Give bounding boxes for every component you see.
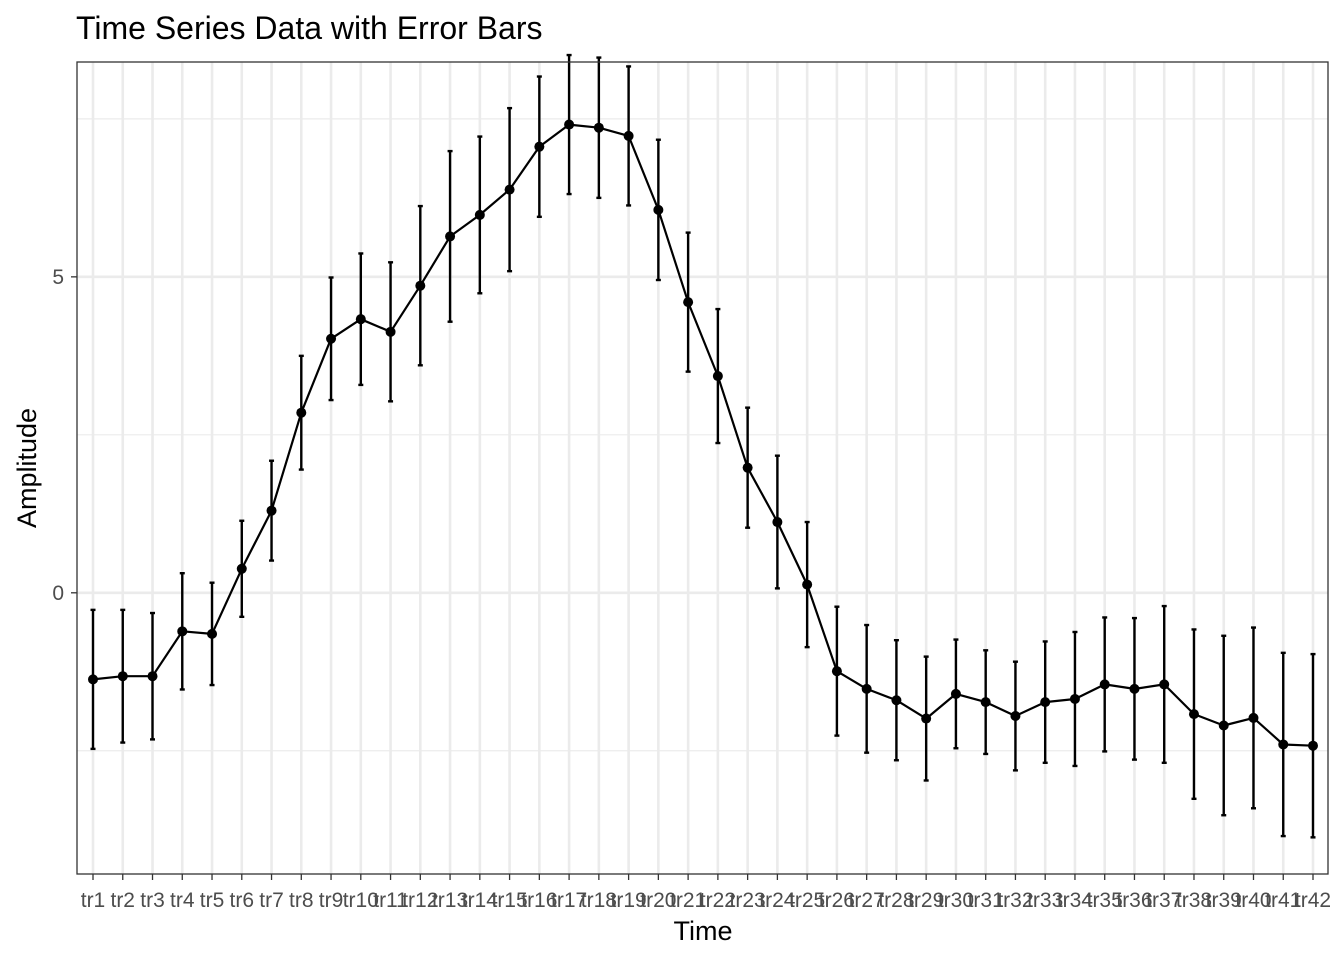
data-point-tr36: [1129, 683, 1140, 694]
data-point-tr33: [1040, 697, 1051, 708]
x-tick-label-tr25: tr25: [789, 889, 825, 912]
data-point-tr15: [504, 184, 515, 195]
x-tick-label-tr32: tr32: [997, 889, 1033, 912]
series-line: [92, 123, 1314, 747]
data-point-tr22: [712, 371, 723, 382]
x-tick-label-tr33: tr33: [1027, 889, 1063, 912]
x-tick-label-tr41: tr41: [1265, 889, 1301, 912]
x-tick-label-tr26: tr26: [819, 889, 855, 912]
data-point-tr18: [593, 122, 604, 133]
data-point-tr7: [266, 505, 277, 516]
x-tick-label-tr40: tr40: [1235, 889, 1271, 912]
data-point-tr16: [534, 141, 545, 152]
x-tick-label-tr7: tr7: [259, 889, 284, 912]
data-point-tr38: [1188, 709, 1199, 720]
x-tick-label-tr10: tr10: [343, 889, 379, 912]
data-point-tr19: [623, 130, 634, 141]
x-tick-label-tr3: tr3: [140, 889, 165, 912]
data-point-tr41: [1278, 739, 1289, 750]
data-point-tr10: [355, 314, 366, 325]
data-point-tr5: [207, 628, 218, 639]
x-tick-label-tr5: tr5: [200, 889, 225, 912]
data-point-tr35: [1099, 679, 1110, 690]
y-tick-label: 5: [52, 266, 64, 289]
data-point-tr13: [445, 231, 456, 242]
x-tick-label-tr37: tr37: [1146, 889, 1182, 912]
x-tick-label-tr12: tr12: [402, 889, 438, 912]
x-tick-label-tr22: tr22: [700, 889, 736, 912]
x-tick-label-tr39: tr39: [1206, 889, 1242, 912]
x-tick-label-tr42: tr42: [1295, 889, 1331, 912]
data-point-tr23: [742, 462, 753, 473]
x-tick-label-tr34: tr34: [1057, 889, 1094, 912]
x-tick-label-tr15: tr15: [491, 889, 527, 912]
x-tick-label-tr16: tr16: [521, 889, 557, 912]
data-point-tr11: [385, 326, 396, 337]
data-point-tr27: [861, 683, 872, 694]
data-point-tr21: [683, 297, 694, 308]
x-tick-label-tr38: tr38: [1176, 889, 1212, 912]
x-tick-label-tr23: tr23: [730, 889, 766, 912]
data-point-tr8: [296, 407, 307, 418]
data-point-tr3: [147, 671, 158, 682]
x-tick-label-tr6: tr6: [230, 889, 255, 912]
x-tick-label-tr35: tr35: [1087, 889, 1123, 912]
data-point-tr34: [1069, 693, 1080, 704]
data-point-tr40: [1248, 712, 1259, 723]
data-point-tr6: [236, 563, 247, 574]
data-point-tr1: [88, 674, 98, 685]
y-axis-title: Amplitude: [12, 408, 42, 528]
x-tick-label-tr17: tr17: [551, 889, 587, 912]
x-tick-label-tr24: tr24: [759, 889, 796, 912]
x-tick-label-tr2: tr2: [110, 889, 135, 912]
data-point-tr32: [1010, 711, 1021, 722]
data-point-tr31: [980, 697, 991, 708]
data-point-tr37: [1159, 679, 1170, 690]
chart-title: Time Series Data with Error Bars: [76, 10, 542, 46]
data-point-tr24: [772, 517, 783, 528]
y-tick-label: 0: [52, 582, 64, 605]
x-tick-label-tr11: tr11: [373, 889, 408, 912]
x-tick-label-tr21: tr21: [670, 889, 706, 912]
data-point-tr20: [653, 204, 664, 215]
plot-panel-background: [77, 62, 1328, 874]
data-point-tr42: [1308, 740, 1318, 751]
x-tick-label-tr30: tr30: [938, 889, 974, 912]
data-point-tr9: [326, 333, 337, 344]
data-point-tr25: [802, 579, 813, 590]
plot-panel-border: [76, 61, 1329, 875]
x-tick-label-tr8: tr8: [289, 889, 314, 912]
data-point-tr17: [564, 119, 575, 130]
data-point-tr28: [891, 695, 902, 706]
data-point-tr39: [1218, 720, 1229, 731]
data-point-tr14: [474, 209, 485, 220]
data-point-tr26: [831, 666, 842, 677]
x-tick-label-tr20: tr20: [640, 889, 676, 912]
x-tick-label-tr13: tr13: [432, 889, 468, 912]
x-tick-label-tr29: tr29: [908, 889, 944, 912]
x-axis-title: Time: [674, 916, 733, 946]
data-point-tr4: [177, 626, 188, 637]
x-tick-label-tr27: tr27: [849, 889, 885, 912]
x-tick-label-tr18: tr18: [581, 889, 617, 912]
x-tick-label-tr19: tr19: [611, 889, 647, 912]
x-tick-label-tr31: tr31: [968, 889, 1004, 912]
x-tick-label-tr9: tr9: [319, 889, 344, 912]
series-amplitude: [88, 53, 1318, 839]
x-tick-label-tr36: tr36: [1116, 889, 1152, 912]
data-point-tr29: [921, 713, 932, 724]
data-point-tr2: [117, 671, 128, 682]
x-tick-label-tr1: tr1: [81, 889, 106, 912]
x-tick-label-tr14: tr14: [462, 889, 499, 912]
x-tick-label-tr28: tr28: [878, 889, 914, 912]
data-point-tr12: [415, 280, 426, 291]
data-point-tr30: [950, 688, 961, 699]
x-tick-label-tr4: tr4: [170, 889, 195, 912]
